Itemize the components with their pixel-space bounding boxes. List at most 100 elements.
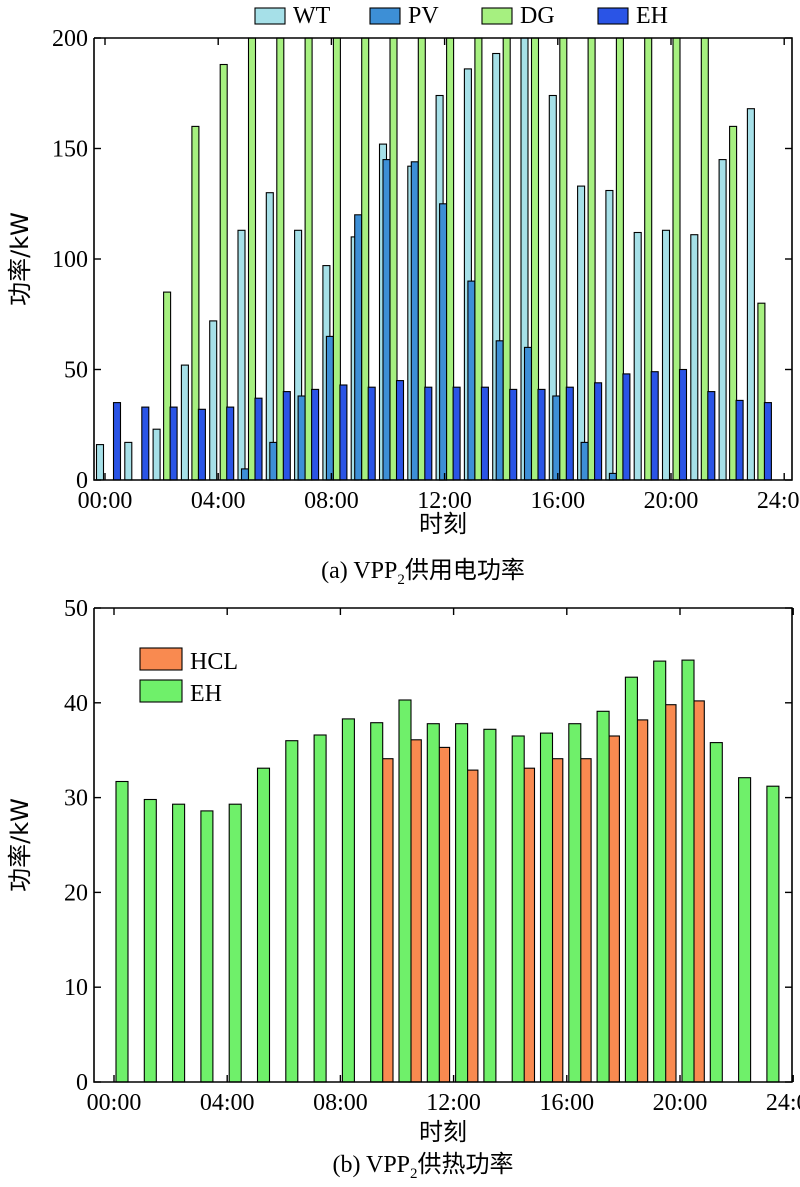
bar-eh-3 xyxy=(200,810,214,1083)
y-tick-label: 10 xyxy=(64,975,88,1001)
legend-label-eh: EH xyxy=(190,681,222,707)
bar-pv-8 xyxy=(325,335,334,481)
bar-wt-20 xyxy=(661,229,671,481)
y-tick-label: 150 xyxy=(52,137,88,163)
bar-eh-6 xyxy=(285,740,299,1083)
bar-eh-21 xyxy=(709,742,723,1083)
bar-eh-3 xyxy=(197,408,206,481)
bar-wt-5 xyxy=(237,229,246,481)
figure-caption: (b) VPP2供热功率 xyxy=(332,1150,513,1182)
bar-eh-23 xyxy=(763,402,772,481)
bar-pv-10 xyxy=(382,159,391,481)
x-axis-label: 时刻 xyxy=(419,1118,467,1146)
bar-eh-5 xyxy=(254,397,263,481)
x-tick-label: 04:00 xyxy=(200,1090,255,1116)
bar-eh-8 xyxy=(341,718,355,1083)
legend-swatch-eh xyxy=(139,679,183,703)
chart-panel-b: 0 10 20 30 40 50 00:00 04:00 08:00 12:00 16:00 20:0… xyxy=(6,596,800,1182)
x-tick-label: 20:00 xyxy=(644,488,699,514)
bar-eh-1 xyxy=(143,798,157,1083)
caption-prefix: (a) VPP xyxy=(321,558,397,584)
y-tick-label: 40 xyxy=(64,691,88,717)
bar-pv-16 xyxy=(552,395,561,481)
bar-pv-14 xyxy=(495,340,504,481)
bar-wt-4 xyxy=(209,320,218,481)
bar-eh-13 xyxy=(483,728,497,1083)
bar-dg-4 xyxy=(219,63,228,481)
y-tick-label: 200 xyxy=(52,26,88,52)
x-tick-label: 16:00 xyxy=(539,1090,594,1116)
bar-eh-16 xyxy=(565,386,574,481)
bar-eh-22 xyxy=(738,777,752,1083)
bar-eh-19 xyxy=(650,371,659,481)
x-tick-label: 12:00 xyxy=(417,488,472,514)
caption-suffix: 供用电功率 xyxy=(405,556,525,584)
bar-eh-4 xyxy=(226,406,235,481)
bar-pv-6 xyxy=(269,441,278,481)
bar-eh-12 xyxy=(452,386,461,481)
y-tick-label: 20 xyxy=(64,880,88,906)
legend-label-wt: WT xyxy=(293,3,331,29)
bar-eh-14 xyxy=(511,735,525,1083)
bar-eh-7 xyxy=(313,734,327,1083)
bar-eh-20 xyxy=(678,368,688,481)
bar-eh-14 xyxy=(509,388,518,481)
bar-pv-18 xyxy=(608,472,617,481)
y-tick-label: 50 xyxy=(64,596,88,622)
bar-pv-7 xyxy=(297,395,306,481)
bar-wt-22 xyxy=(718,159,727,481)
bar-eh-2 xyxy=(169,406,178,481)
x-tick-label: 00:00 xyxy=(78,488,133,514)
bar-pv-9 xyxy=(354,214,363,481)
bar-eh-11 xyxy=(426,723,440,1083)
bar-eh-16 xyxy=(568,723,582,1083)
bar-eh-18 xyxy=(622,373,631,481)
bar-eh-1 xyxy=(141,406,150,481)
bar-eh-0 xyxy=(112,402,122,481)
x-tick-label: 12:00 xyxy=(426,1090,481,1116)
caption-subscript: 2 xyxy=(410,1166,418,1182)
bar-eh-19 xyxy=(653,660,667,1083)
legend-swatch-hcl xyxy=(139,647,183,671)
x-tick-label: 08:00 xyxy=(313,1090,368,1116)
bar-pv-15 xyxy=(523,346,533,481)
legend-label-eh: EH xyxy=(636,3,668,29)
y-axis-label: 功率/kW xyxy=(6,798,34,892)
y-tick-label: 30 xyxy=(64,786,88,812)
legend-swatch-pv xyxy=(369,7,401,25)
bar-wt-6 xyxy=(265,192,274,481)
x-tick-label: 24:00 xyxy=(766,1090,800,1116)
bar-eh-9 xyxy=(370,722,384,1083)
x-tick-label: 08:00 xyxy=(304,488,359,514)
y-tick-label: 100 xyxy=(52,247,88,273)
bar-wt-18 xyxy=(605,189,614,481)
x-tick-label: 16:00 xyxy=(530,488,585,514)
bar-eh-7 xyxy=(311,388,320,481)
bar-dg-5 xyxy=(247,37,257,481)
x-tick-label: 24:00 xyxy=(757,488,800,514)
bar-pv-11 xyxy=(410,161,419,481)
bar-dg-2 xyxy=(163,291,172,481)
bar-eh-8 xyxy=(339,384,348,481)
x-tick-label: 04:00 xyxy=(191,488,246,514)
bar-eh-9 xyxy=(367,386,376,481)
bar-pv-13 xyxy=(467,280,476,481)
bar-wt-23 xyxy=(746,108,755,481)
legend-label-dg: DG xyxy=(520,3,555,29)
bar-eh-22 xyxy=(735,399,744,481)
bar-eh-23 xyxy=(766,785,780,1083)
legend-swatch-eh xyxy=(597,7,629,25)
caption-suffix: 供热功率 xyxy=(418,1150,514,1178)
bar-eh-18 xyxy=(624,676,638,1083)
legend: HCL EH xyxy=(139,647,238,707)
series-eh xyxy=(115,659,780,1083)
y-tick-label: 0 xyxy=(76,1070,88,1096)
bar-eh-11 xyxy=(424,386,433,481)
x-axis-label: 时刻 xyxy=(419,510,467,538)
legend-swatch-dg xyxy=(481,7,513,25)
x-tick-label: 20:00 xyxy=(653,1090,708,1116)
bar-wt-3 xyxy=(180,364,189,481)
bar-eh-0 xyxy=(115,780,129,1083)
